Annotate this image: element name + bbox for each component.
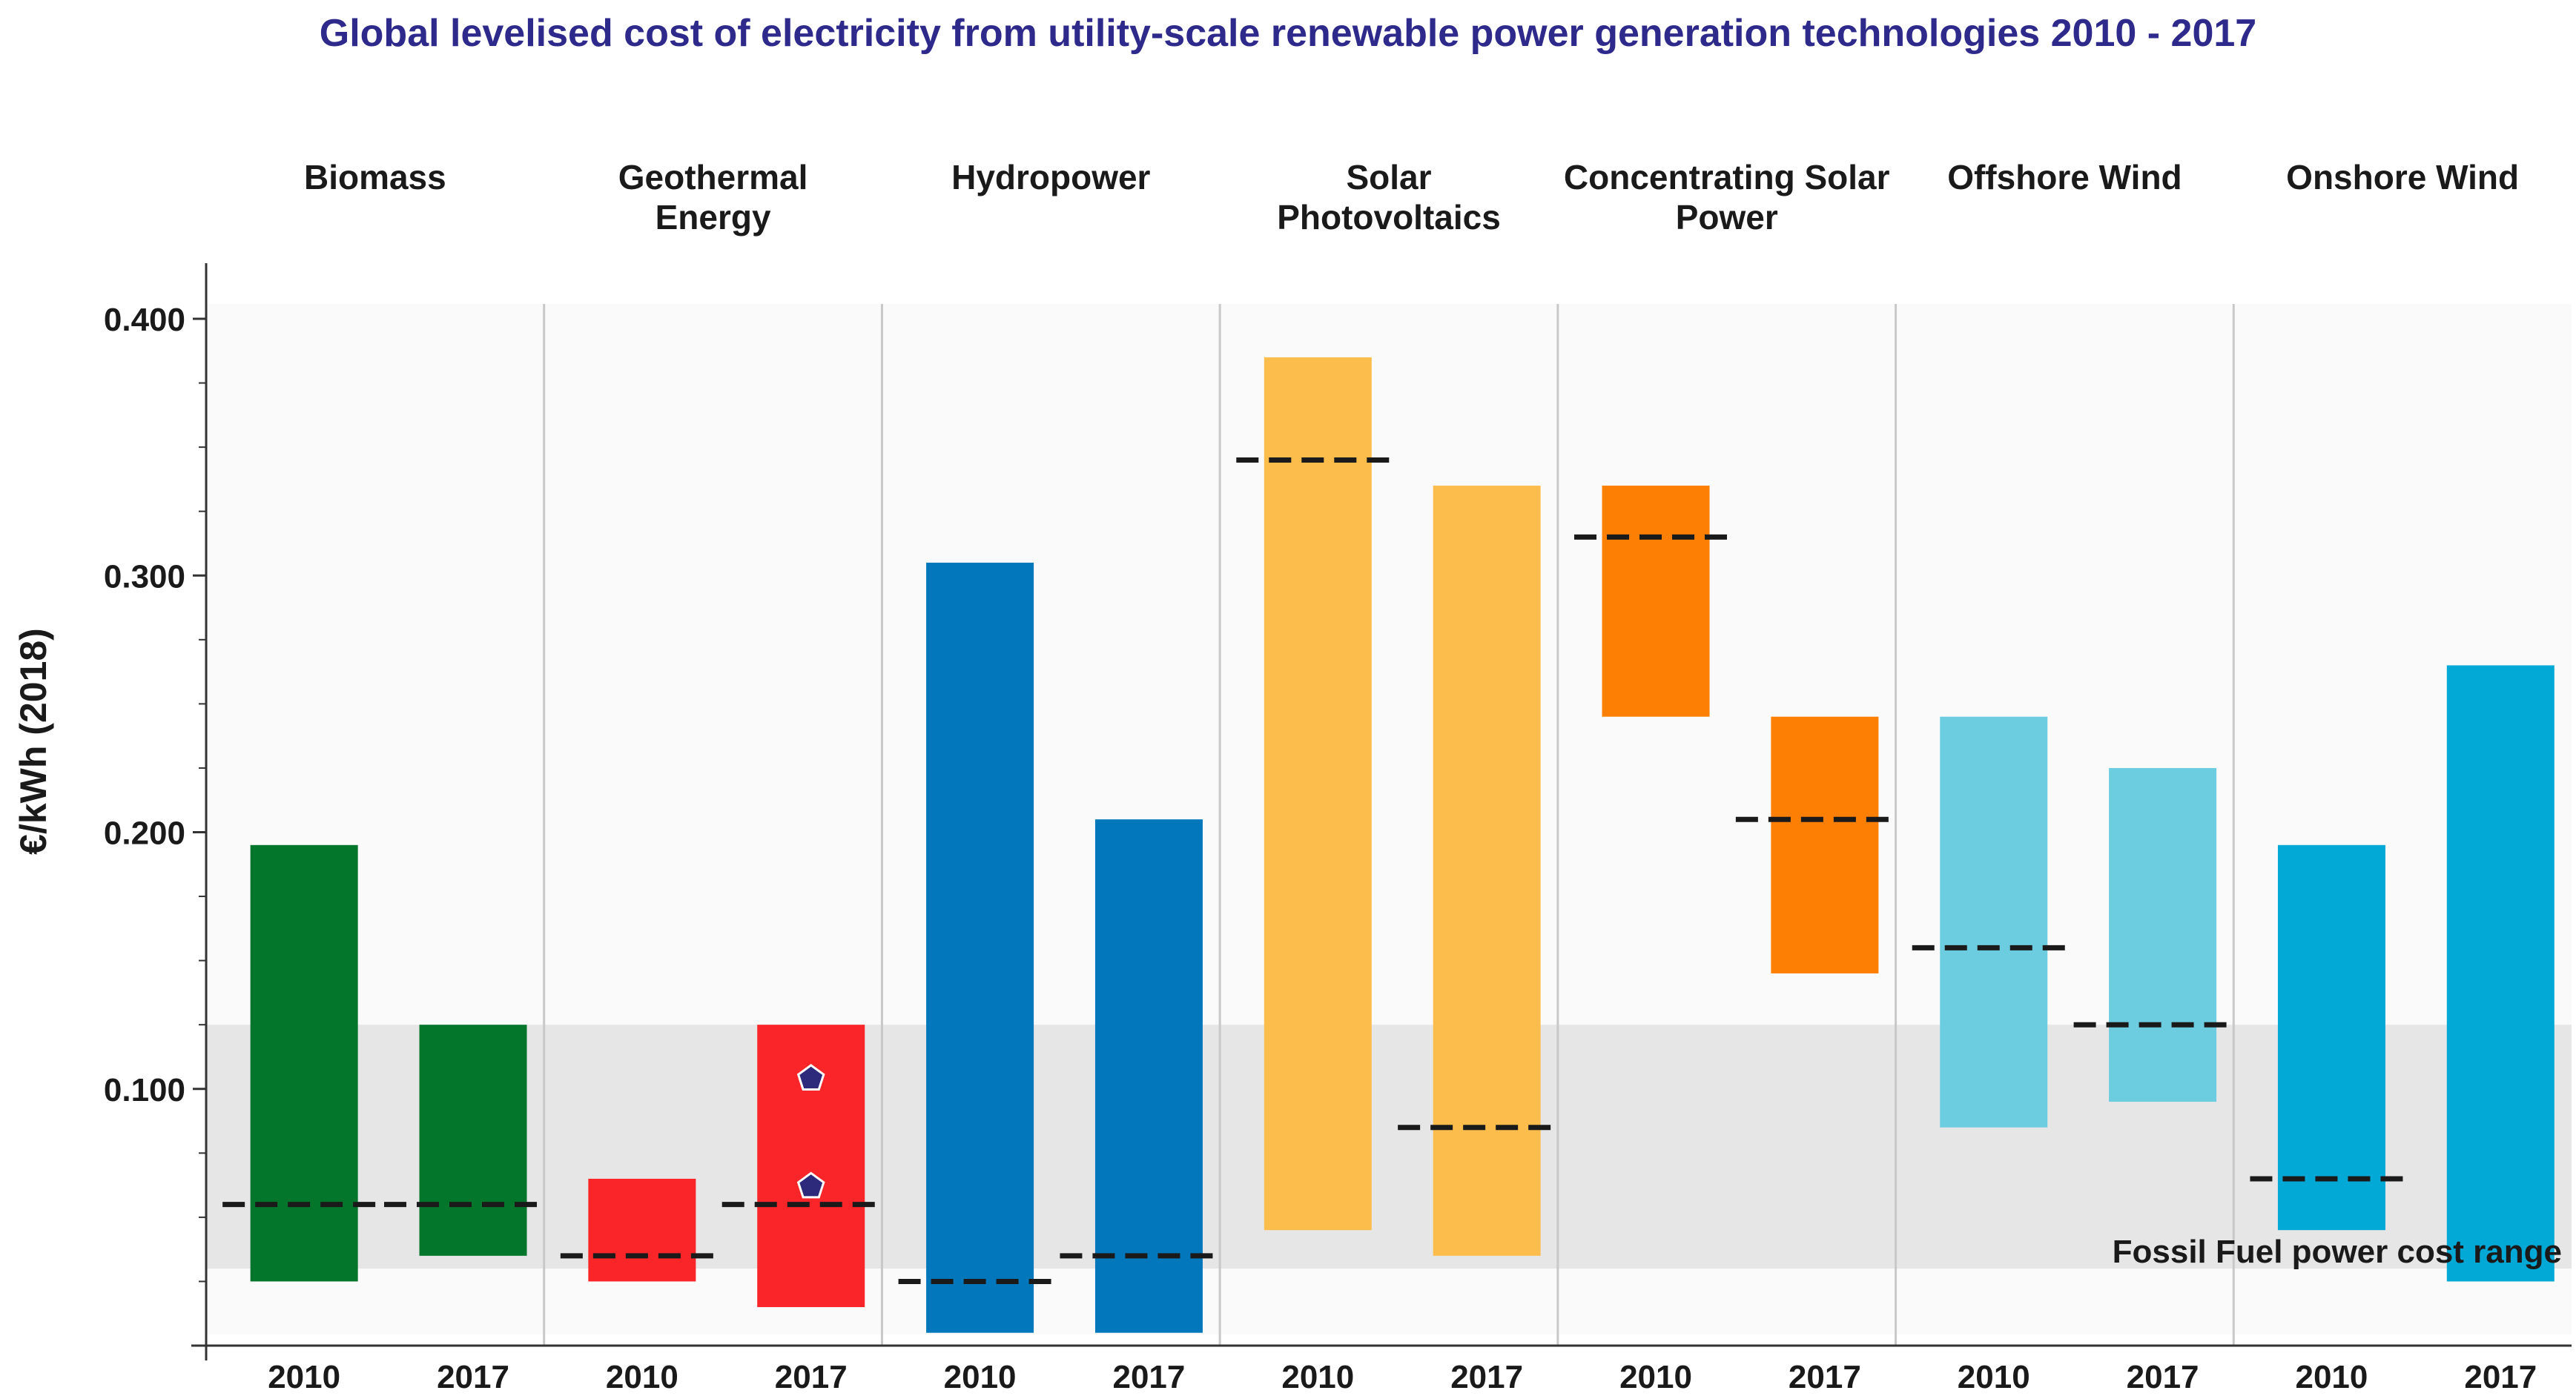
average-lines-layer (222, 457, 2414, 1284)
year-label-onshore-wind-2017: 2017 (2464, 1359, 2537, 1395)
bar-offshore-wind-2010 (1940, 716, 2048, 1128)
y-axis-label: €/kWh (2018) (13, 628, 54, 855)
y-tick-label: 0.300 (104, 558, 185, 595)
bar-offshore-wind-2017 (2109, 767, 2217, 1102)
year-label-offshore-wind-2017: 2017 (2127, 1359, 2199, 1395)
bar-solar-photovoltaics-2010 (1264, 357, 1372, 1231)
category-label-offshore-wind: Offshore Wind (1947, 158, 2182, 196)
year-label-geothermal-energy-2017: 2017 (775, 1359, 848, 1395)
category-label-geothermal-energy: Geothermal Energy (618, 158, 808, 237)
bar-hydropower-2017 (1094, 819, 1203, 1333)
year-label-hydropower-2017: 2017 (1112, 1359, 1185, 1395)
year-label-concentrating-solar-power-2017: 2017 (1789, 1359, 1861, 1395)
markers-layer (796, 1064, 825, 1199)
year-label-solar-photovoltaics-2017: 2017 (1450, 1359, 1523, 1395)
bars-layer (250, 357, 2554, 1333)
fossil-band-label: Fossil Fuel power cost range (2113, 1234, 2562, 1270)
group-dividers (543, 304, 2235, 1346)
category-label-biomass: Biomass (304, 158, 446, 196)
y-tick-label: 0.100 (104, 1072, 185, 1108)
year-label-solar-photovoltaics-2010: 2010 (1281, 1359, 1354, 1395)
year-label-concentrating-solar-power-2010: 2010 (1619, 1359, 1692, 1395)
fossil-band-layer (206, 1025, 2572, 1269)
marker-pentagon-geothermal-energy-1 (796, 1064, 825, 1091)
year-label-geothermal-energy-2010: 2010 (606, 1359, 678, 1395)
year-label-offshore-wind-2010: 2010 (1958, 1359, 2030, 1395)
bar-onshore-wind-2010 (2277, 844, 2385, 1231)
bar-concentrating-solar-power-2017 (1771, 716, 1879, 973)
marker-pentagon-geothermal-energy-2 (796, 1171, 825, 1199)
bar-biomass-2017 (419, 1025, 527, 1256)
y-tick-label: 0.400 (104, 302, 185, 338)
bar-geothermal-energy-2010 (588, 1178, 696, 1282)
category-label-onshore-wind: Onshore Wind (2286, 158, 2519, 196)
category-label-concentrating-solar-power: Concentrating Solar Power (1564, 158, 1890, 237)
fossil-fuel-band (206, 1025, 2572, 1269)
year-label-biomass-2010: 2010 (268, 1359, 340, 1395)
axes-layer: 0.100 0.200 0.300 0.400 (104, 263, 2572, 1360)
chart-title: Global levelised cost of electricity fro… (320, 12, 2256, 55)
bar-biomass-2010 (250, 844, 358, 1282)
labels-layer: Biomass 2010 2017 Geothermal Energy 2010 2017 H… (268, 158, 2537, 1395)
category-label-solar-photovoltaics: Solar Photovoltaics (1277, 158, 1501, 237)
bar-solar-photovoltaics-2017 (1433, 486, 1541, 1256)
bar-concentrating-solar-power-2010 (1602, 486, 1710, 717)
category-label-hydropower: Hydropower (951, 158, 1150, 196)
bar-onshore-wind-2017 (2446, 665, 2554, 1282)
year-label-onshore-wind-2010: 2010 (2295, 1359, 2368, 1395)
year-label-hydropower-2010: 2010 (944, 1359, 1017, 1395)
year-label-biomass-2017: 2017 (437, 1359, 509, 1395)
bar-hydropower-2010 (926, 562, 1034, 1333)
y-tick-label: 0.200 (104, 816, 185, 852)
